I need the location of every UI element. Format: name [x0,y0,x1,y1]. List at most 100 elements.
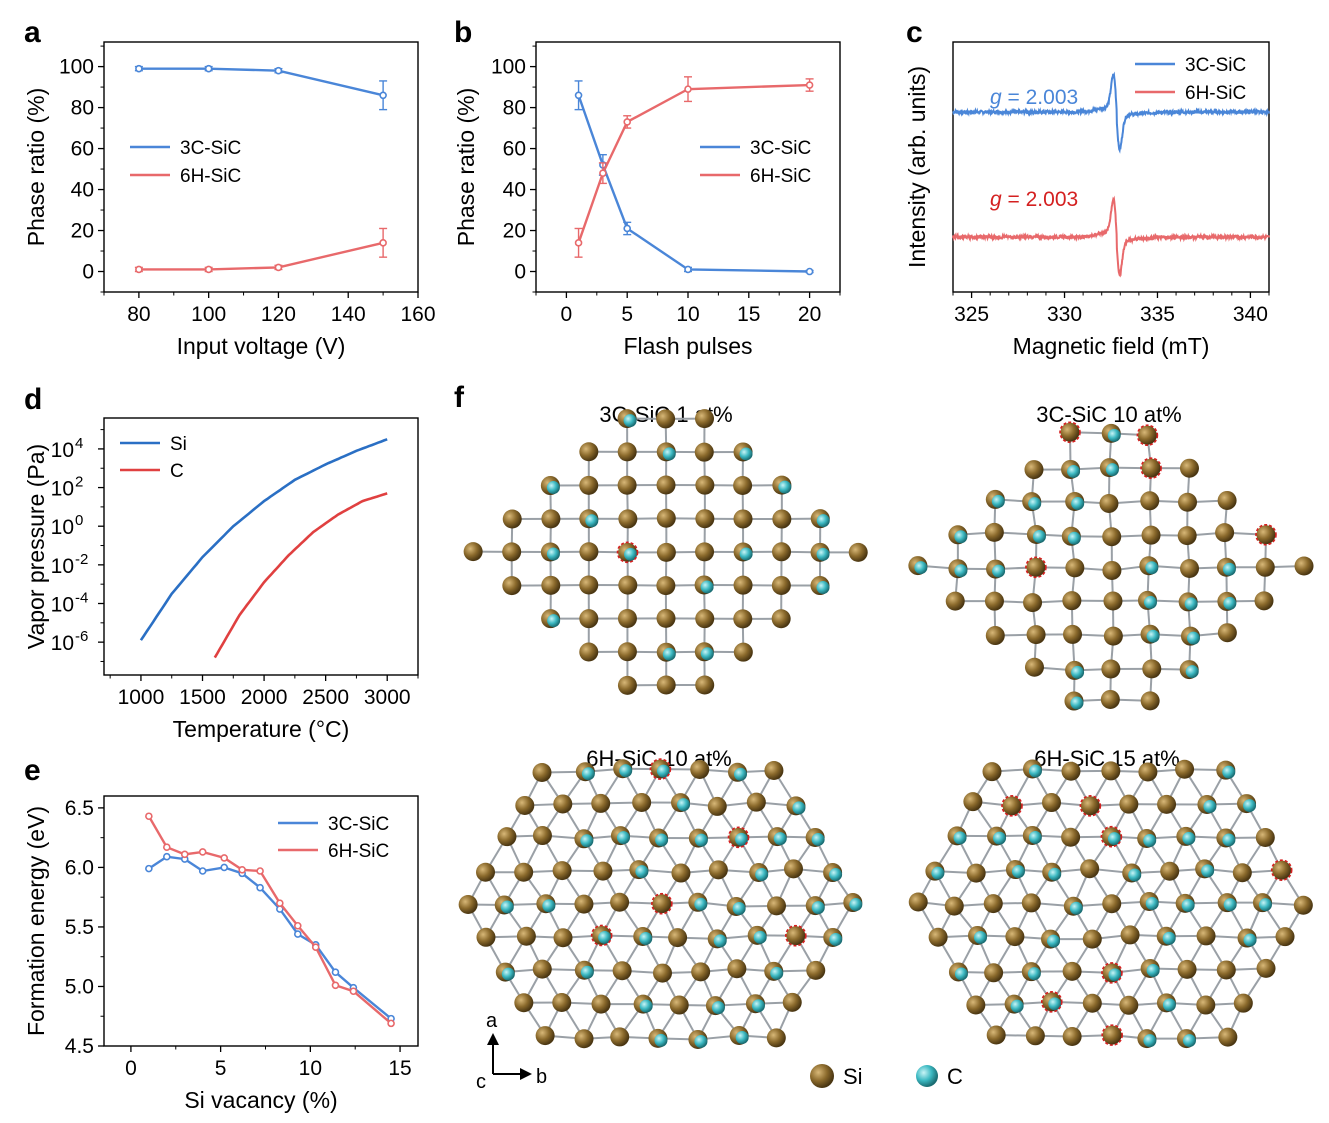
si-atom [733,642,753,662]
c-atom [623,414,637,428]
si-atom [1275,927,1295,947]
si-atom [764,761,784,781]
vacancy-markers [590,758,807,947]
legend-label: 6H-SiC [750,166,811,187]
data-point [163,852,171,861]
c-atom [1105,463,1119,477]
atoms [463,409,868,695]
c-atom [751,999,765,1013]
si-atom [963,792,983,812]
data-point [684,85,692,93]
si-atom [552,993,572,1013]
vacancy-marker [1140,457,1162,479]
data-point [276,899,284,907]
si-atom [1065,558,1085,578]
si-atom [848,542,868,562]
data-point [135,265,143,274]
data-point [293,921,302,930]
y-axis-label: Phase ratio (%) [23,88,49,247]
c-atom [829,932,843,946]
si-atom [553,794,573,814]
vacancy-marker [1255,523,1277,546]
si-atom [502,576,522,596]
x-axis-label: Magnetic field (mT) [1013,333,1210,359]
structure-title: 3C-SiC 10 at% [1036,402,1182,427]
si-atom [1140,691,1160,711]
c-atom [1107,428,1121,442]
c-atom [733,767,747,781]
si-atom [656,542,676,562]
y-tick-label: 10 [51,439,74,462]
c-atom [973,930,987,944]
y-tick-exponent: 0 [75,512,83,529]
plot-frame [103,417,419,676]
si-atom [1101,761,1121,781]
si-atom [772,509,792,529]
c-atom [816,547,830,561]
x-tick-label: 330 [1047,303,1082,326]
si-atom [1102,560,1122,580]
c-atom [656,764,670,778]
si-atom [1141,458,1161,478]
c-atom [739,547,753,561]
y-tick-label: 10 [51,555,74,578]
c-atom [542,899,556,913]
atoms [458,759,863,1049]
y-tick-exponent: -6 [75,628,88,645]
si-atom [579,609,599,629]
plot-frame [103,41,419,293]
y-tick-label: 60 [503,138,526,161]
c-atom [662,647,676,661]
data-point [220,854,229,862]
data-point [163,843,171,851]
data-point [198,867,207,875]
panel-f: f 3C-SiC 1 at% 3C-SiC 10 at% 6H-SiC 10 at%… [454,381,1314,1093]
y-tick-exponent: 2 [75,474,83,491]
data-point [238,866,246,874]
x-tick-label: 15 [737,303,760,326]
y-tick-label: 60 [71,138,94,161]
si-atom [1142,659,1162,679]
c-atom [1185,665,1199,679]
y-tick-label: 5.0 [65,975,94,998]
si-atom [656,576,676,596]
si-atom [618,575,638,595]
si-atom [552,861,572,881]
panel-label-b: b [454,16,472,49]
c-atom [546,547,560,561]
c-atom [1184,597,1198,611]
si-atom [656,508,676,528]
legend-label: Si [170,434,187,455]
si-atom [1215,523,1235,543]
legend-label: 3C-SiC [328,814,389,835]
panel-label-d: d [24,383,42,416]
si-atom [532,826,552,846]
data-point [311,943,320,951]
data-point [256,867,264,875]
si-atom [1196,926,1216,946]
si-atom [1023,593,1043,613]
x-tick-label: 2500 [302,686,349,709]
legend-label: 3C-SiC [1185,55,1246,76]
c-atom [1182,1034,1196,1048]
si-atom [1216,960,1236,980]
panel-label-f: f [454,381,465,414]
si-atom [579,442,599,462]
x-tick-label: 0 [125,1057,137,1080]
y-tick-exponent: -4 [75,590,88,607]
c-atom [1069,901,1083,915]
y-tick-label: 4.5 [65,1035,94,1058]
x-tick-label: 325 [954,303,989,326]
si-atom [1255,827,1275,847]
x-tick-label: 160 [400,303,435,326]
x-tick-label: 1000 [118,686,165,709]
c-atom [1028,497,1042,511]
x-tick-label: 140 [331,303,366,326]
data-point [135,64,143,73]
vacancy-markers [1001,795,1293,1046]
c-atom [635,865,649,879]
c-atom [1223,898,1237,912]
si-atom [1080,859,1100,879]
y-axis-label: Phase ratio (%) [453,88,479,247]
c-atom [1010,999,1024,1013]
